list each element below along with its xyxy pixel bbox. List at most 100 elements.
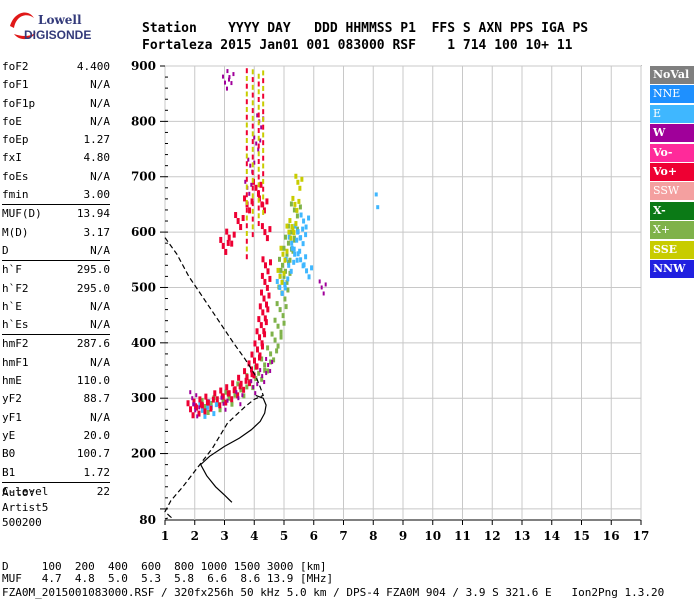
param-row: hmE 110.0	[2, 372, 110, 390]
echo-vo-plus	[221, 242, 225, 249]
param-label: M(D)	[2, 225, 29, 239]
y-tick-label: 600	[131, 225, 156, 239]
echo-vo-plus	[268, 259, 272, 266]
legend-item: NNW	[650, 259, 694, 278]
echo-sse	[296, 179, 300, 185]
echo-sse	[276, 267, 280, 273]
echo-w	[222, 401, 225, 406]
echo-column	[257, 128, 260, 134]
echo-xplus	[224, 389, 228, 395]
echo-w	[250, 182, 253, 187]
echo-e	[307, 215, 311, 221]
echo-e	[292, 246, 296, 252]
logo-lowell: Lowell	[38, 13, 82, 27]
echo-column	[262, 124, 265, 130]
echo-vo-plus	[258, 334, 262, 341]
echo-column	[251, 100, 254, 106]
echo-e	[290, 245, 294, 251]
param-value: 4.80	[83, 151, 111, 165]
echo-e	[293, 223, 297, 229]
echo-w	[225, 86, 228, 91]
legend-item: Vo-	[650, 143, 694, 162]
param-row: foF1 N/A	[2, 76, 110, 94]
legend-item: SSW	[650, 182, 694, 201]
echo-vo-plus	[239, 224, 243, 231]
param-row: h`F 295.0	[2, 260, 110, 279]
echo-column	[257, 97, 260, 103]
echo-e	[214, 402, 218, 408]
param-row: B0 100.7	[2, 445, 110, 463]
echo-vo-plus	[250, 351, 254, 358]
echo-w	[322, 291, 325, 296]
x-tick-label: 5	[280, 529, 288, 543]
echo-xplus	[218, 407, 222, 413]
echo-xplus	[254, 376, 258, 382]
echo-vo-plus	[260, 272, 264, 279]
param-value: N/A	[90, 355, 110, 369]
echo-xplus	[287, 259, 290, 265]
echo-xplus	[269, 359, 273, 365]
echo-vo-plus	[244, 377, 248, 384]
param-row: M(D) 3.17	[2, 224, 110, 242]
param-label: foEs	[2, 169, 29, 183]
echo-column	[251, 92, 254, 98]
param-label: yE	[2, 428, 16, 442]
echo-e	[290, 240, 294, 246]
echo-vo-plus	[233, 386, 237, 393]
echo-xplus	[289, 229, 293, 235]
echo-vo-plus	[252, 372, 256, 379]
echo-column	[245, 114, 248, 120]
echo-sse	[294, 173, 298, 179]
echo-column	[245, 75, 248, 81]
x-tick-label: 8	[369, 529, 377, 543]
param-label: foF1p	[2, 96, 36, 110]
echo-vo-plus	[219, 387, 223, 394]
param-label: D	[2, 243, 9, 257]
distance-row: D 100 200 400 600 800 1000 1500 3000 [km…	[2, 560, 327, 573]
echo-vo-plus	[260, 289, 264, 296]
echo-e	[301, 226, 305, 232]
param-label: h`Es	[2, 318, 29, 332]
param-label: foE	[2, 114, 22, 128]
legend-item: NoVal	[650, 66, 694, 84]
param-value: N/A	[90, 169, 110, 183]
echo-w	[265, 371, 268, 376]
echo-vo-plus	[232, 231, 236, 238]
echo-w	[252, 385, 255, 390]
echo-w	[195, 393, 198, 398]
echo-vo-plus	[224, 399, 228, 406]
echo-vo-plus	[261, 256, 265, 263]
echo-e	[200, 407, 204, 413]
echo-sse	[291, 226, 295, 232]
legend-item: X+	[650, 221, 694, 240]
legend-item: NNE	[650, 85, 694, 104]
echo-xplus	[292, 207, 296, 213]
echo-xplus	[209, 401, 213, 406]
echo-w	[263, 380, 266, 385]
param-label: hmF1	[2, 355, 29, 369]
param-value: 88.7	[83, 392, 111, 406]
echo-column	[262, 186, 265, 192]
param-value: N/A	[90, 243, 110, 257]
echo-e	[198, 401, 202, 407]
autoscaling-info: Auto: Artist5 500200	[2, 485, 48, 530]
echo-sse	[288, 218, 292, 224]
echo-vo-plus	[259, 181, 263, 188]
echo-xplus	[200, 398, 204, 403]
echo-vo-plus	[261, 309, 265, 316]
echo-e	[278, 284, 282, 290]
echo-w	[192, 402, 195, 407]
echo-xplus	[278, 307, 282, 313]
echo-vo-plus	[263, 331, 267, 338]
param-row: h`F2 295.0	[2, 280, 110, 298]
x-tick-label: 12	[484, 529, 501, 543]
echo-vo-plus	[255, 363, 259, 370]
echo-e	[304, 224, 308, 230]
echo-e	[304, 254, 308, 260]
echo-xplus	[282, 320, 286, 326]
echo-column	[245, 238, 248, 244]
echo-w	[269, 368, 272, 373]
echo-e	[275, 278, 279, 284]
echo-e	[299, 257, 303, 263]
echo-w	[196, 414, 199, 419]
